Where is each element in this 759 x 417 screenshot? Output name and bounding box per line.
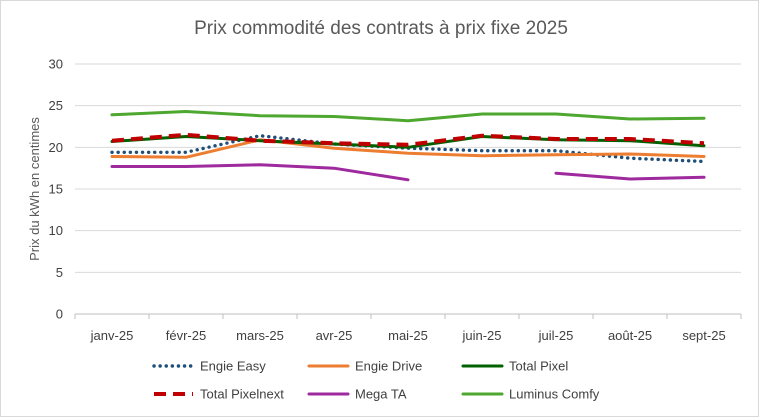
x-tick-label: janv-25 [90, 328, 134, 343]
legend-label: Engie Easy [200, 359, 266, 374]
series-line [554, 171, 706, 181]
x-tick-label: févr-25 [166, 328, 206, 343]
series-line [110, 163, 410, 182]
x-tick-label: mars-25 [236, 328, 284, 343]
y-tick-label: 20 [49, 140, 63, 155]
y-axis-title: Prix du kWh en centimes [27, 117, 42, 261]
series-lines [110, 110, 706, 182]
x-tick-label: juil-25 [538, 328, 574, 343]
x-tick-label: août-25 [608, 328, 652, 343]
series-line [110, 138, 706, 159]
x-tick-label: mai-25 [388, 328, 428, 343]
y-tick-label: 5 [56, 265, 63, 280]
legend-label: Mega TA [355, 387, 407, 402]
legend-label: Engie Drive [355, 359, 422, 374]
x-tick-label: juin-25 [461, 328, 501, 343]
series-line [111, 132, 705, 147]
chart-title: Prix commodité des contrats à prix fixe … [194, 18, 568, 39]
legend-label: Total Pixelnext [200, 387, 284, 402]
y-tick-label: 30 [49, 57, 63, 72]
gridlines [75, 63, 741, 273]
axes: 0 5 10 15 20 25 30 janv-25 févr-25 mars-25 avr-25 m… [49, 57, 742, 343]
legend-label: Total Pixel [509, 359, 568, 374]
x-tick-label: sept-25 [682, 328, 725, 343]
series-line [110, 110, 706, 123]
y-tick-label: 0 [56, 307, 63, 322]
x-tick-label: avr-25 [316, 328, 353, 343]
y-tick-label: 15 [49, 182, 63, 197]
y-tick-label: 25 [49, 98, 63, 113]
legend: Engie Easy Engie Drive Total Pixel Total Pi… [152, 359, 600, 402]
legend-label: Luminus Comfy [509, 387, 600, 402]
y-tick-label: 10 [49, 223, 63, 238]
